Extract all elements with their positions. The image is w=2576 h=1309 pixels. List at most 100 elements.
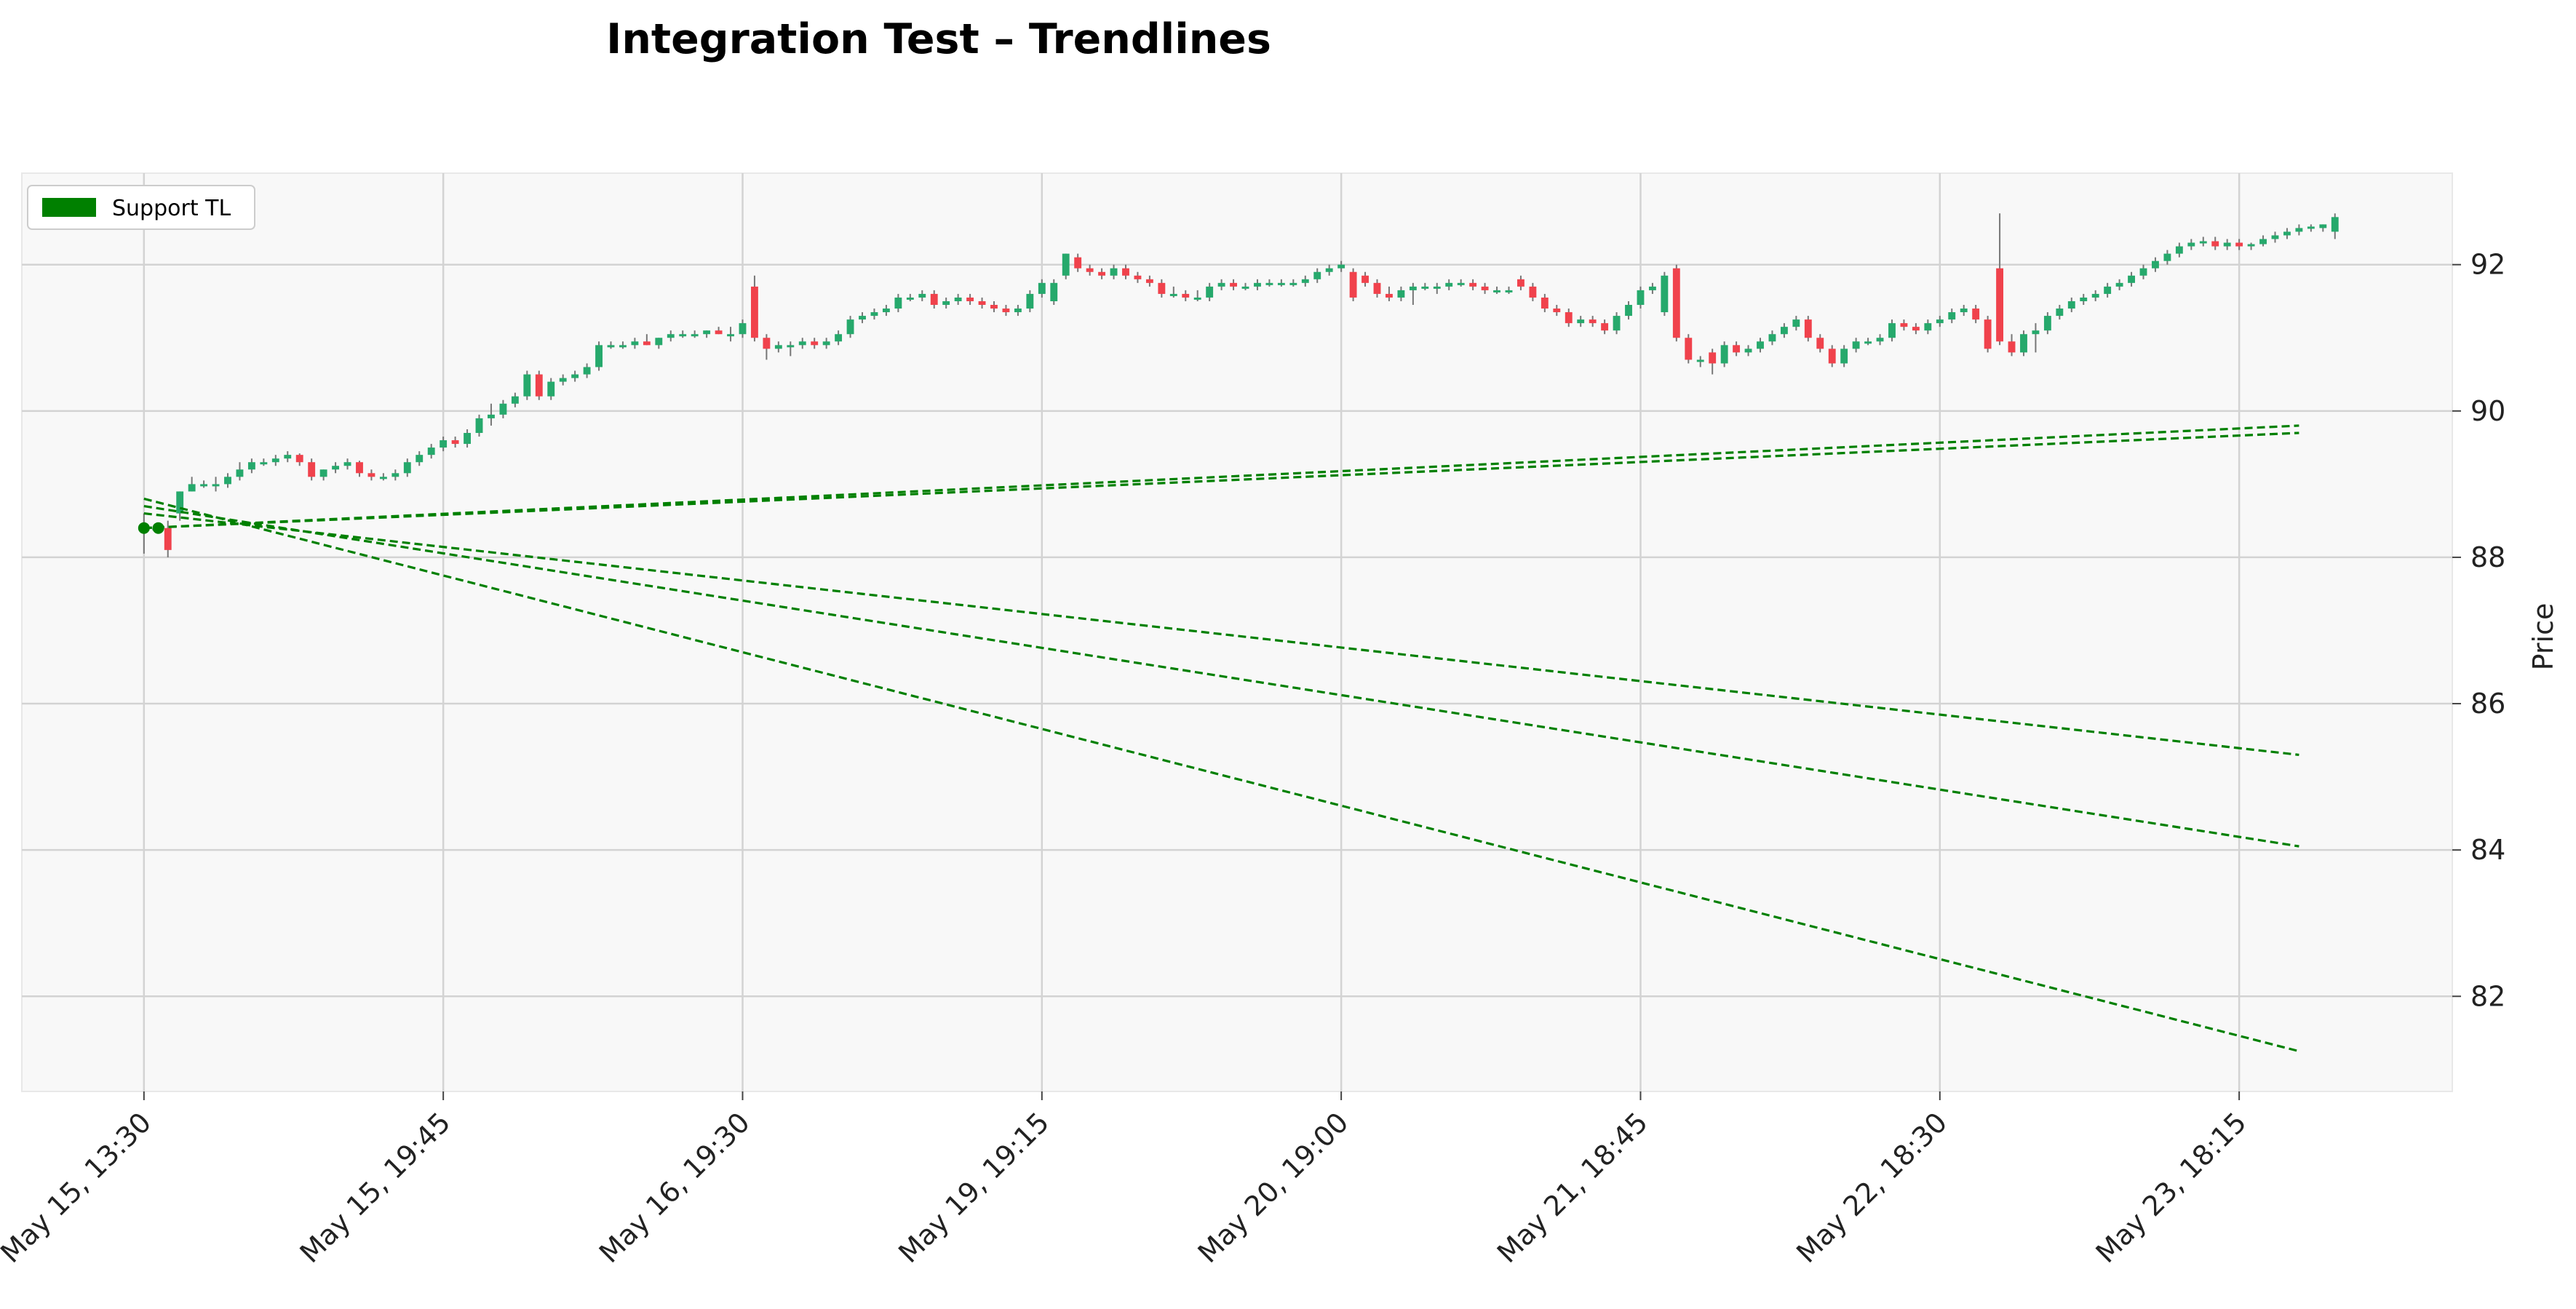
candle-down [1912,327,1920,331]
candle-down [2235,242,2243,247]
candle-up [679,334,687,337]
candle-up [488,414,495,418]
candle-down [1158,282,1166,294]
y-tick-label: 82 [2470,980,2505,1012]
candle-up [1744,349,1752,353]
candle-up [319,469,327,477]
candle-up [1924,323,1932,331]
candle-up [224,477,231,485]
trendline-anchor-point [152,522,164,534]
candle-up [2283,231,2291,236]
candle-up [176,491,184,514]
candle-down [1709,352,1717,364]
candle-up [1433,286,1441,289]
candle-up [2080,297,2088,301]
candle-up [1169,293,1177,296]
candle-up [1110,268,1118,276]
candle-down [1972,309,1980,320]
candle-up [1493,290,1500,293]
candle-up [2223,242,2231,247]
candle-up [607,345,615,348]
candle-up [247,462,255,470]
candle-up [2020,334,2027,353]
candle-down [1565,312,1573,324]
candle-up [499,403,507,415]
candle-up [583,367,591,375]
candle-up [236,469,244,477]
candle-down [2008,341,2016,353]
candle-up [1014,309,1022,313]
candle-up [391,473,399,477]
candle-up [2128,275,2135,283]
x-tick-label: May 22, 18:30 [1790,1106,1953,1269]
x-tick-label: May 16, 19:30 [593,1106,756,1269]
x-tick-label: May 23, 18:15 [2090,1106,2253,1269]
y-axis-label: Price [2527,603,2559,671]
y-axis: 82 84 86 88 90 92 [2452,249,2505,1012]
support-trendline [143,512,2299,757]
candle-up [1960,309,1968,313]
candle-up [1661,275,1669,313]
candle-up [1792,319,1800,327]
candle-down [356,462,363,474]
candle-up [906,297,914,300]
candle-up [846,319,854,335]
candle-up [464,432,471,445]
candle-down [1349,271,1357,298]
candle-up [2187,242,2195,247]
candle-up [343,462,351,466]
candle-down [1804,319,1812,338]
candle-up [2091,293,2099,298]
candle-up [2067,301,2075,309]
candle-down [1373,282,1381,294]
candle-up [511,396,519,404]
candle-up [1876,338,1884,342]
candle-up [1613,316,1621,331]
candle-up [2259,239,2267,244]
y-tick-label: 86 [2470,688,2505,720]
candle-up [1457,282,1465,285]
candle-down [1074,257,1082,268]
x-tick-label: May 19, 19:15 [892,1106,1055,1269]
candle-down [811,341,819,346]
candle-down [966,297,974,301]
candle-down [451,440,459,445]
candle-up [547,381,555,397]
candle-up [1720,345,1728,364]
candle-up [2115,282,2123,287]
candle-down [1230,282,1237,287]
candle-up [691,334,699,337]
candle-down [1145,279,1153,283]
candle-up [1409,286,1417,290]
candle-up [1289,282,1297,285]
candle-down [751,286,758,338]
candle-up [2032,330,2040,335]
candle-down [1553,309,1561,313]
candle-down [990,305,998,309]
candle-up [1193,297,1201,300]
candle-down [295,455,303,463]
candle-up [571,374,579,378]
candle-down [1481,286,1489,290]
support-trendline [143,424,2299,530]
candle-up [1864,341,1872,344]
candle-up [1254,282,1261,287]
candle-down [2211,241,2219,247]
candle-up [774,345,782,349]
candle-up [523,374,531,397]
candle-up [1265,282,1273,285]
x-tick-label: May 15, 19:45 [294,1106,457,1269]
candle-up [2163,253,2171,261]
candle-down [1541,297,1549,309]
candle-up [2247,244,2255,247]
candle-down [930,293,938,306]
candle-up [1637,290,1645,306]
candle-up [1026,293,1034,309]
candle-up [1936,319,1944,324]
support-trendline [143,504,2299,848]
candle-up [1648,286,1656,290]
candle-down [1601,323,1609,331]
candle-up [787,345,795,348]
grid-lines [22,173,2452,1091]
